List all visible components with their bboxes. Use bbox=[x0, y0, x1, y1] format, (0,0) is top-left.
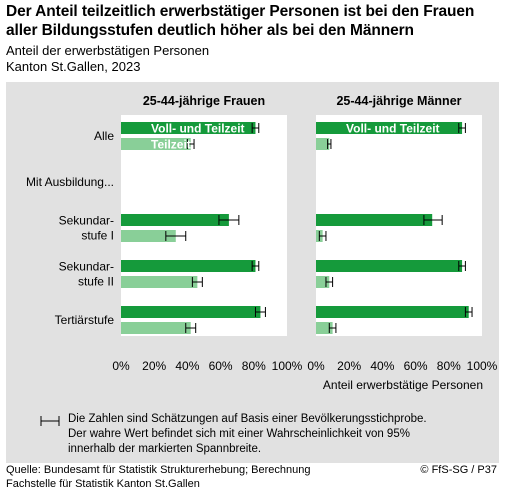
source-line-2: Fachstelle für Statistik Kanton St.Galle… bbox=[6, 478, 200, 490]
category-label: stufe I bbox=[81, 229, 114, 243]
category-label: stufe II bbox=[78, 275, 114, 289]
subtitle-line-2: Kanton St.Gallen, 2023 bbox=[6, 59, 141, 74]
chart-title: Der Anteil teilzeitlich erwerbstätiger P… bbox=[6, 2, 501, 40]
bar bbox=[121, 230, 176, 242]
series-label: Voll- und Teilzeit bbox=[151, 122, 245, 136]
copyright: © FfS-SG / P37 bbox=[420, 464, 497, 476]
bar bbox=[121, 214, 229, 226]
bar bbox=[121, 276, 198, 288]
bar bbox=[316, 260, 463, 272]
panel-title-1: 25-44-jährige Frauen bbox=[143, 94, 265, 108]
bar bbox=[316, 214, 433, 226]
bar bbox=[121, 306, 261, 318]
subtitle-line-1: Anteil der erwerbstätigen Personen bbox=[6, 43, 210, 58]
category-label: Sekundar- bbox=[59, 260, 114, 274]
x-tick-label: 80% bbox=[242, 359, 266, 373]
confidence-note: Die Zahlen sind Schätzungen auf Basis ei… bbox=[68, 412, 505, 457]
category-label: Sekundar- bbox=[59, 214, 114, 228]
bar bbox=[316, 122, 463, 134]
series-label: Voll- und Teilzeit bbox=[346, 122, 440, 136]
x-tick-label: 20% bbox=[142, 359, 166, 373]
x-tick-label: 100% bbox=[272, 359, 303, 373]
category-label: Tertiärstufe bbox=[55, 313, 115, 327]
title-line-2: aller Bildungsstufen deutlich höher als … bbox=[6, 22, 414, 39]
x-tick-label: 100% bbox=[467, 359, 498, 373]
bar bbox=[121, 138, 191, 150]
bar bbox=[121, 122, 256, 134]
bar bbox=[121, 260, 256, 272]
category-label: Alle bbox=[94, 129, 114, 143]
x-tick-label: 60% bbox=[209, 359, 233, 373]
x-tick-label: 0% bbox=[307, 359, 325, 373]
x-tick-label: 40% bbox=[370, 359, 394, 373]
title-line-1: Der Anteil teilzeitlich erwerbstätiger P… bbox=[6, 3, 475, 20]
x-axis-title: Anteil erwerbstätige Personen bbox=[323, 378, 483, 392]
series-label: Teilzeit bbox=[151, 138, 191, 152]
x-tick-label: 60% bbox=[404, 359, 428, 373]
x-tick-label: 0% bbox=[112, 359, 130, 373]
category-label: Mit Ausbildung... bbox=[26, 175, 114, 189]
note-line-3: innerhalb der markierten Spannbreite. bbox=[68, 443, 262, 455]
x-tick-label: 40% bbox=[175, 359, 199, 373]
source-note: Quelle: Bundesamt für Statistik Struktur… bbox=[6, 463, 386, 491]
bar bbox=[121, 322, 191, 334]
panel-title-2: 25-44-jährige Männer bbox=[336, 94, 461, 108]
ci-legend-icon bbox=[40, 416, 60, 426]
note-line-2: Der wahre Wert befindet sich mit einer W… bbox=[68, 428, 410, 440]
x-tick-label: 20% bbox=[337, 359, 361, 373]
note-line-1: Die Zahlen sind Schätzungen auf Basis ei… bbox=[68, 413, 427, 425]
bar bbox=[316, 322, 333, 334]
x-tick-label: 80% bbox=[437, 359, 461, 373]
source-line-1: Quelle: Bundesamt für Statistik Struktur… bbox=[6, 464, 311, 476]
bar bbox=[316, 306, 469, 318]
bar bbox=[316, 138, 330, 150]
